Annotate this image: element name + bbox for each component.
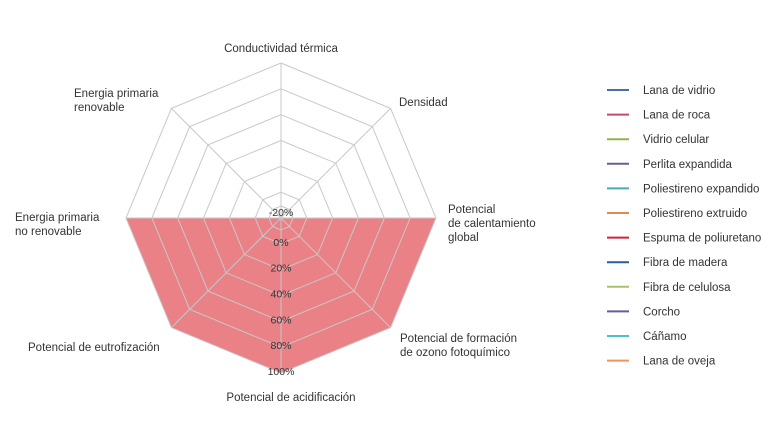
axis-label: Energia primaria no renovable (15, 212, 100, 238)
tick-label: 80% (270, 340, 291, 352)
axis-label: Conductividad térmica (224, 43, 338, 55)
legend-label: Poliestireno extruido (643, 208, 747, 220)
legend-label: Cáñamo (643, 331, 686, 343)
axis-spoke (280, 108, 391, 219)
tick-label: -20% (269, 207, 294, 219)
axis-spoke (171, 108, 282, 219)
legend-label: Perlita expandida (643, 159, 732, 171)
legend-label: Vidrio celular (643, 134, 709, 146)
axis-label: Potencial de calentamiento global (448, 204, 536, 244)
legend-label: Espuma de poliuretano (643, 233, 761, 245)
legend-label: Fibra de celulosa (643, 282, 731, 294)
legend-label: Lana de roca (643, 110, 711, 122)
tick-label: 0% (273, 237, 288, 249)
axis-label: Potencial de formación de ozono fotoquími… (400, 333, 517, 359)
tick-labels: -20% 0% 20% 40% 60% 80% 100% (268, 207, 295, 378)
legend: Lana de vidrio Lana de roca Vidrio celular… (607, 85, 761, 368)
tick-label: 100% (268, 366, 295, 378)
legend-label: Poliestireno expandido (643, 183, 759, 195)
tick-label: 60% (270, 314, 291, 326)
axis-labels: Conductividad térmica Densidad Potencial de… (15, 43, 536, 404)
tick-label: 20% (270, 263, 291, 275)
grid-layer (125, 62, 437, 374)
legend-label: Fibra de madera (643, 257, 728, 269)
legend-label: Lana de oveja (643, 356, 716, 368)
axis-label: Potencial de acidificación (226, 392, 355, 404)
axis-spoke (171, 217, 282, 328)
tick-label: 40% (270, 289, 291, 301)
axis-label: Energia primaria renovable (74, 88, 159, 114)
axis-spoke (280, 217, 391, 328)
legend-label: Corcho (643, 306, 680, 318)
axis-label: Densidad (399, 97, 448, 109)
legend-label: Lana de vidrio (643, 85, 715, 97)
axis-label: Potencial de eutrofización (28, 342, 160, 354)
